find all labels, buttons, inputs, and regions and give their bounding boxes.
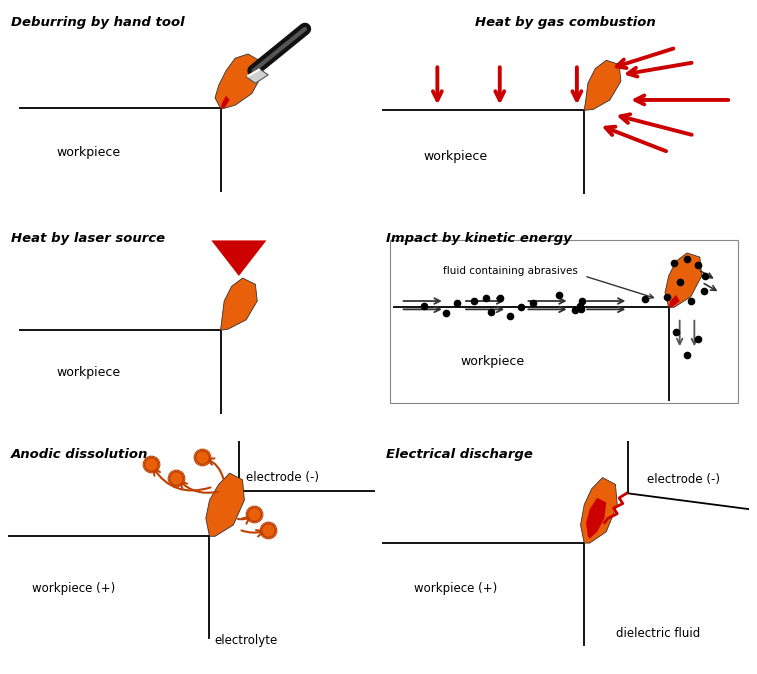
Text: workpiece: workpiece (56, 146, 120, 158)
Text: Deburring by hand tool: Deburring by hand tool (11, 16, 185, 30)
Polygon shape (215, 54, 261, 109)
Text: Impact by kinetic energy: Impact by kinetic energy (386, 232, 572, 245)
Polygon shape (220, 278, 257, 330)
Text: Heat by laser source: Heat by laser source (11, 232, 165, 245)
Text: Heat by gas combustion: Heat by gas combustion (475, 16, 656, 30)
Text: Anodic dissolution: Anodic dissolution (11, 448, 148, 461)
Polygon shape (668, 295, 680, 307)
Text: dielectric fluid: dielectric fluid (615, 627, 699, 640)
Text: electrode (-): electrode (-) (247, 471, 319, 484)
Polygon shape (586, 498, 606, 539)
Bar (390, 241, 738, 403)
Text: electrode (-): electrode (-) (646, 473, 720, 487)
Text: fluid containing abrasives: fluid containing abrasives (444, 266, 578, 276)
Text: workpiece: workpiece (460, 355, 525, 368)
Polygon shape (665, 253, 702, 307)
Polygon shape (220, 96, 229, 109)
Polygon shape (246, 69, 268, 83)
Polygon shape (206, 473, 245, 537)
Polygon shape (211, 241, 266, 276)
Text: workpiece: workpiece (424, 150, 488, 163)
Polygon shape (584, 60, 621, 111)
Text: workpiece (+): workpiece (+) (414, 582, 497, 594)
Text: Electrical discharge: Electrical discharge (386, 448, 533, 461)
Text: electrolyte: electrolyte (214, 634, 278, 646)
Polygon shape (581, 478, 617, 543)
Text: workpiece (+): workpiece (+) (32, 582, 115, 594)
Text: workpiece: workpiece (56, 365, 120, 379)
